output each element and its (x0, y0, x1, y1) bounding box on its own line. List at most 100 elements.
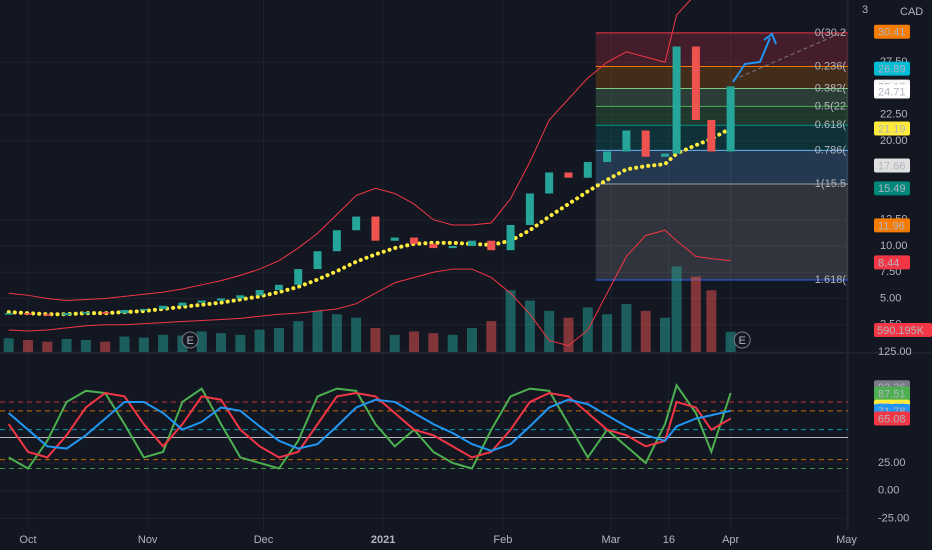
x-tick-label: 16 (663, 534, 675, 546)
fib-zone (595, 150, 848, 185)
candle (120, 310, 129, 314)
fib-label: 0.5(22 (815, 100, 846, 112)
candle (583, 161, 592, 178)
x-tick-label: Apr (722, 534, 739, 546)
candle (448, 245, 457, 249)
candle (352, 216, 361, 231)
candle (726, 86, 735, 152)
fib-label: 0(30.2 (815, 27, 846, 39)
volume-bar (671, 266, 682, 352)
candle (641, 130, 650, 157)
fib-label: 0.382( (815, 82, 847, 94)
fib-zone (595, 88, 848, 107)
volume-bar (428, 333, 439, 352)
volume-tag-label: 590.195K (877, 325, 925, 337)
fib-zone (595, 32, 848, 67)
volume-bar (602, 314, 613, 352)
volume-bar (505, 290, 516, 352)
candle (43, 314, 52, 316)
volume-bar (389, 334, 400, 352)
candle (178, 302, 187, 306)
volume-bar (466, 328, 477, 352)
price-tag (874, 411, 910, 426)
candle (313, 251, 322, 270)
candle (4, 313, 13, 315)
volume-bar (351, 317, 362, 352)
x-tick-label: Dec (254, 534, 274, 546)
volume-bar (447, 334, 458, 352)
volume-bar (273, 328, 284, 352)
volume-bar (61, 338, 72, 352)
candle (62, 313, 71, 316)
price-tag (874, 218, 910, 233)
candle (139, 308, 148, 311)
volume-bar (312, 310, 323, 352)
earnings-marker (181, 331, 199, 349)
volume-bar (42, 341, 53, 352)
earnings-label: E (739, 335, 746, 347)
price-tag (874, 24, 910, 39)
candle (23, 313, 32, 315)
price-tag-label: 87.51 (878, 389, 906, 401)
fib-label: 1(15.5 (815, 178, 846, 190)
y-tick-label: 22.50 (880, 109, 908, 121)
osc-line (8, 383, 732, 470)
fib-zone (595, 106, 848, 126)
price-tag (874, 255, 910, 270)
volume-bar (544, 310, 555, 352)
volume-bar (254, 329, 265, 352)
volume-bar (80, 340, 91, 352)
indicator-line (8, 0, 692, 302)
volume-tag (874, 323, 932, 337)
candle (197, 300, 206, 303)
price-tag (874, 181, 910, 196)
price-tag-label: 65.08 (878, 413, 906, 425)
volume-bar (3, 338, 14, 352)
volume-bar (138, 337, 149, 352)
volume-bar (563, 317, 574, 352)
price-tag (874, 61, 910, 76)
price-tag-label: 15.49 (878, 183, 906, 195)
volume-bar (640, 310, 651, 352)
y-tick-label: 10.00 (880, 240, 908, 252)
candle (487, 240, 496, 251)
candle (691, 46, 700, 120)
price-tag-label: 11.96 (878, 220, 905, 232)
candle (390, 237, 399, 241)
candle (429, 243, 438, 249)
y-tick-label: 20.00 (880, 135, 908, 147)
arrow-head (763, 32, 777, 45)
volume-bar (524, 300, 535, 352)
volume-bar (100, 341, 111, 352)
candle (564, 172, 573, 178)
volume-bar (621, 304, 632, 352)
fib-label: 0.236( (815, 60, 847, 72)
fib-label: 0.786( (815, 144, 847, 156)
volume-bar (235, 334, 246, 352)
candle (274, 284, 283, 291)
candle (622, 130, 631, 152)
candle (467, 240, 476, 246)
x-tick-label: Mar (601, 534, 620, 546)
price-tag-label: 24.71 (878, 86, 906, 98)
candle (545, 172, 554, 194)
fib-zone (595, 184, 848, 280)
price-tag-label: 17.66 (878, 160, 906, 172)
candle (661, 153, 670, 157)
price-tag-label: 8.44 (878, 257, 899, 269)
volume-bar (409, 331, 420, 352)
x-tick-label: Feb (493, 534, 512, 546)
fib-zone (595, 66, 848, 89)
y-tick-label: 0.00 (878, 485, 899, 497)
candle (255, 290, 264, 296)
candle (603, 151, 612, 162)
candle (101, 312, 110, 314)
candle (217, 298, 226, 301)
volume-bar (196, 331, 207, 352)
volume-bar (486, 321, 497, 352)
price-tag-label: 26.89 (878, 64, 906, 76)
candle (525, 193, 534, 225)
candle (332, 230, 341, 252)
